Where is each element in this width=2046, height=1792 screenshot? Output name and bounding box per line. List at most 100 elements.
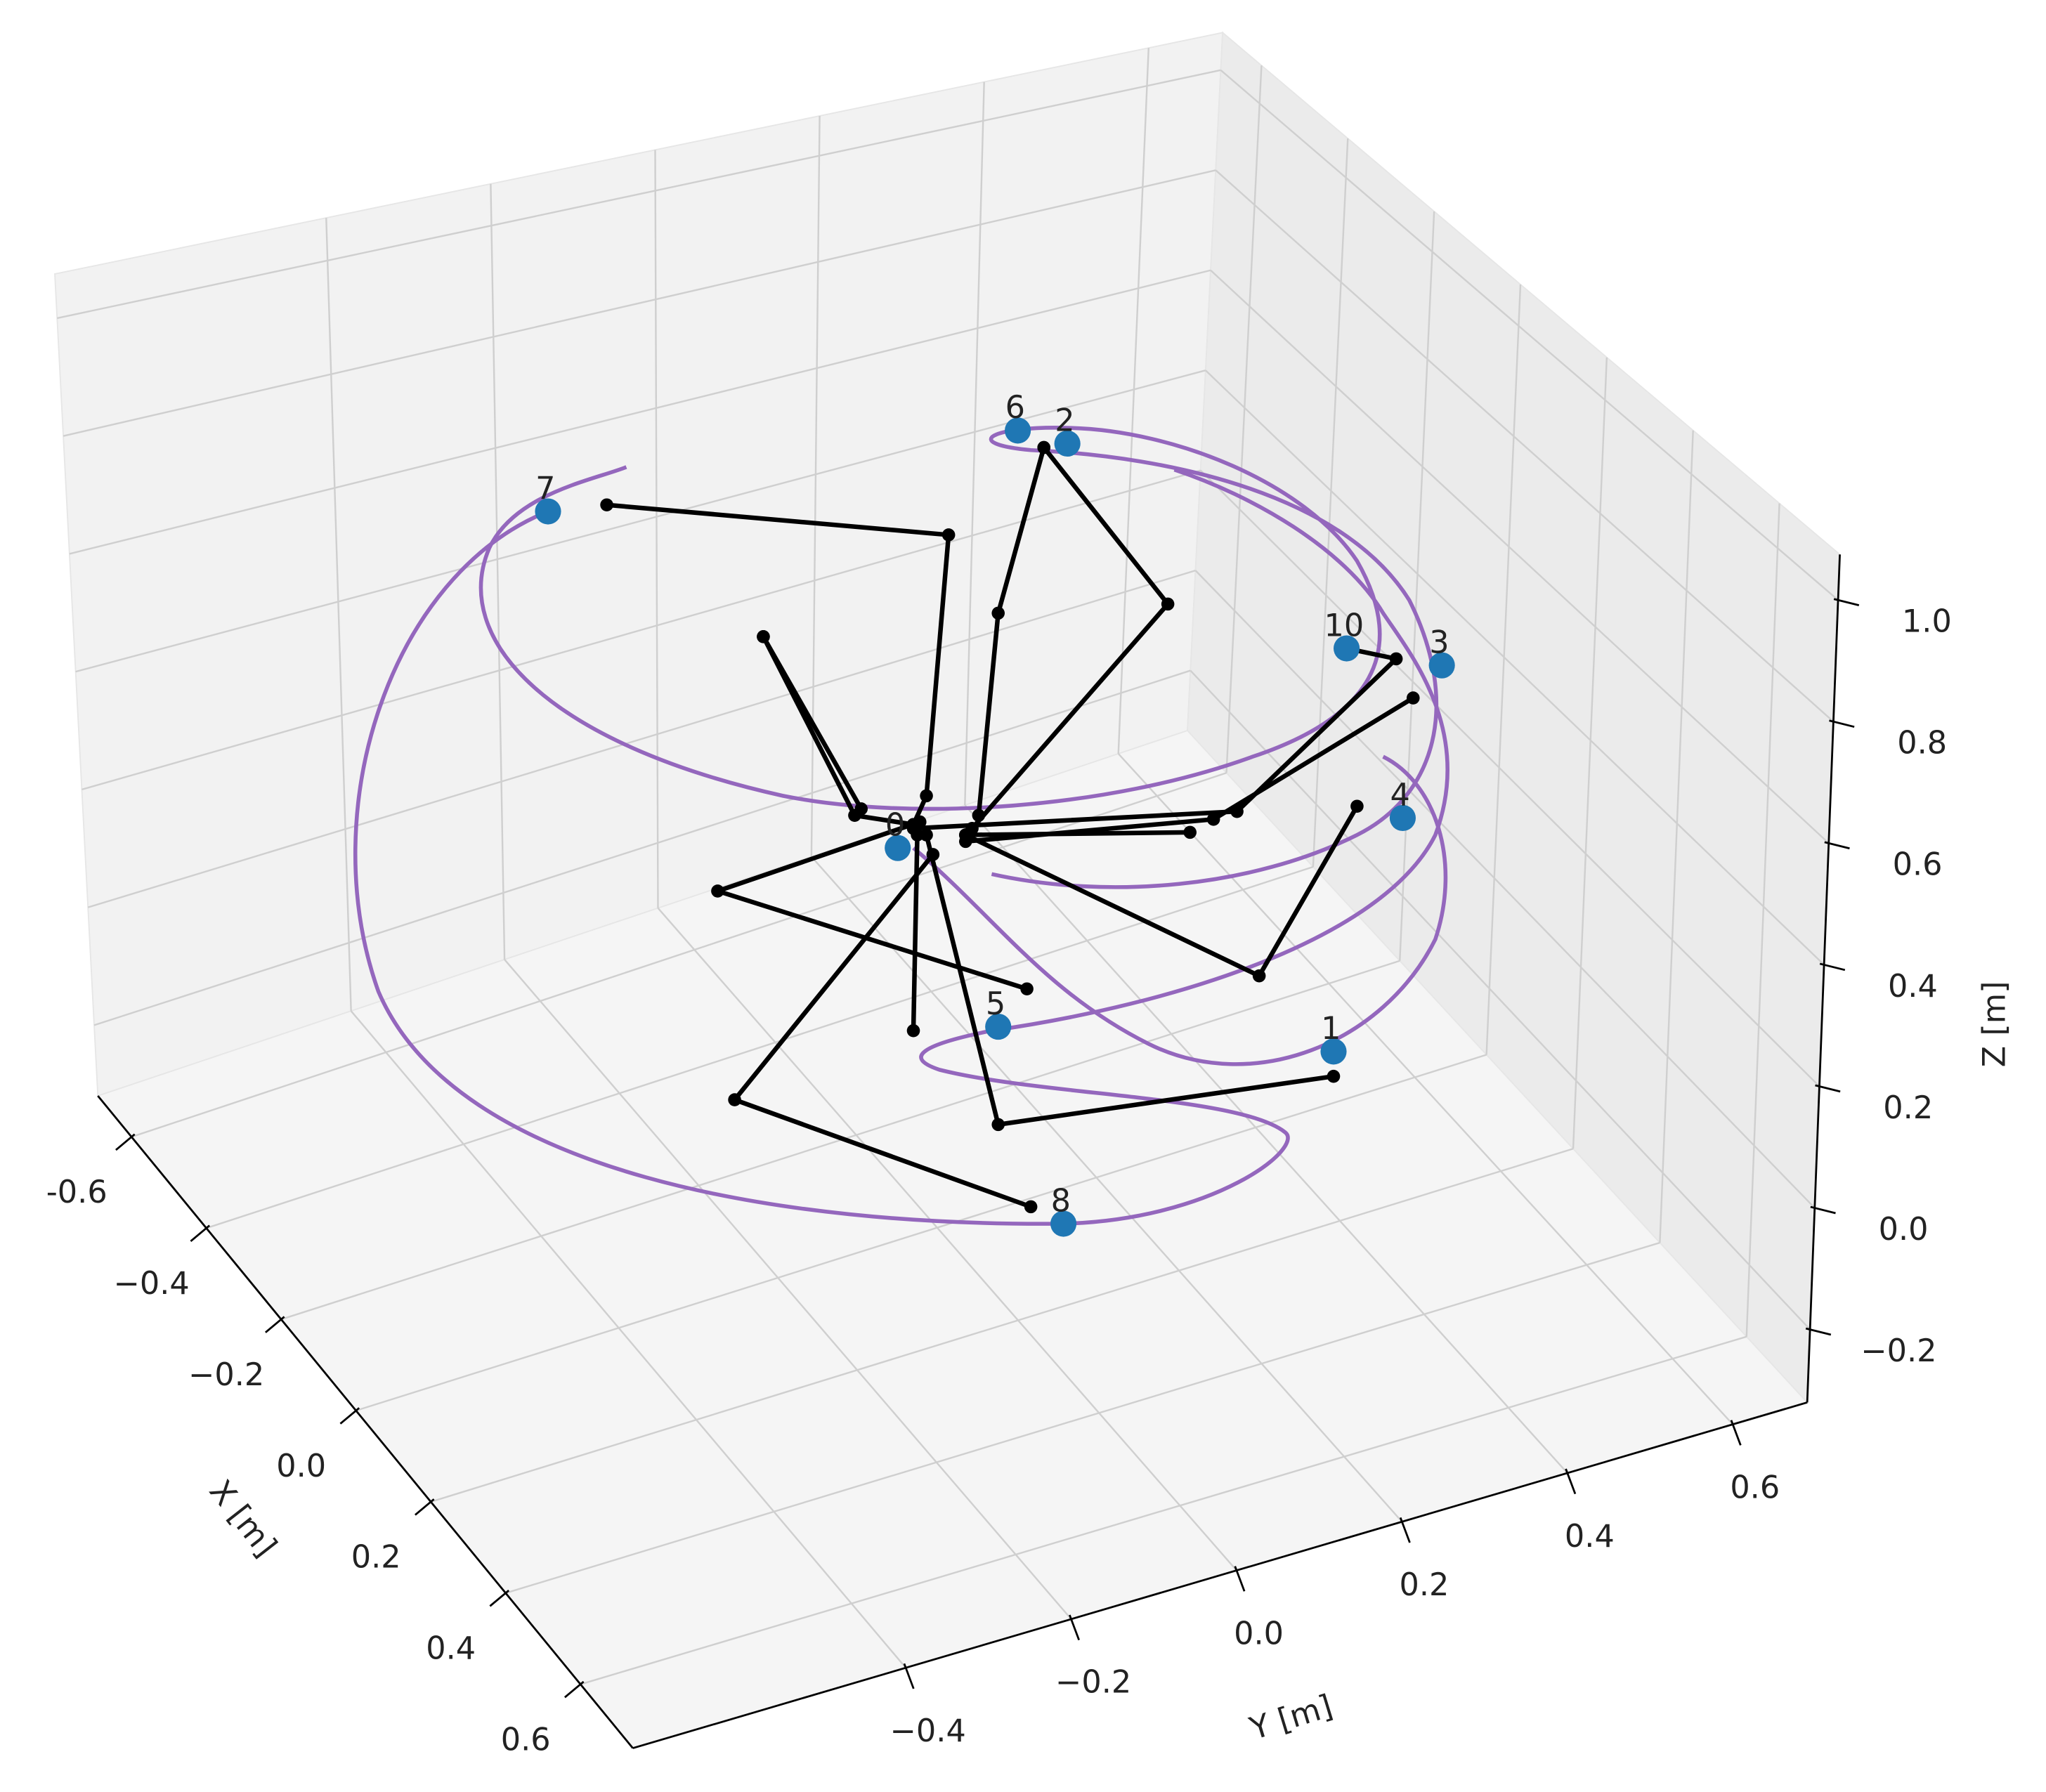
- arm-link: [911, 835, 920, 1031]
- grid-line: [430, 1148, 1574, 1503]
- x-tick-label: 0.6: [501, 1721, 551, 1758]
- arm-joint: [926, 848, 940, 861]
- arm-joint: [991, 606, 1005, 620]
- x-tick: [415, 1498, 435, 1516]
- z-axis-line: [1806, 554, 1841, 1403]
- grid-line: [654, 150, 659, 908]
- arm-joint: [854, 802, 868, 816]
- arm-joint: [1020, 982, 1034, 996]
- arm-joint: [1037, 440, 1050, 454]
- waypoint: [1389, 804, 1416, 832]
- grid-line: [87, 569, 1196, 908]
- waypoint-label: 0: [885, 806, 905, 843]
- y-tick-label: −0.2: [1055, 1664, 1131, 1701]
- waypoint-label: 7: [535, 470, 555, 506]
- grid-line: [206, 865, 1314, 1229]
- grid-line: [57, 69, 1221, 320]
- grid-line: [964, 804, 1568, 1474]
- z-tick: [1829, 719, 1855, 728]
- arm-link: [761, 635, 864, 811]
- arm-joint: [920, 828, 933, 842]
- z-tick-label: 0.0: [1879, 1211, 1929, 1248]
- arm-joint: [1327, 1069, 1341, 1083]
- arm-link: [965, 830, 1190, 837]
- grid-line: [63, 169, 1216, 437]
- grid-line: [505, 1241, 1660, 1594]
- arm-joint: [959, 828, 972, 842]
- arm-joint: [991, 1118, 1005, 1132]
- waypoint-label: 10: [1324, 607, 1364, 643]
- y-tick-label: −0.4: [890, 1713, 966, 1749]
- arm-joint: [1024, 1200, 1038, 1214]
- waypoint: [1428, 652, 1455, 679]
- grid-line: [93, 669, 1191, 1026]
- z-tick-label: 0.6: [1893, 846, 1943, 883]
- arm-link: [606, 502, 951, 826]
- arm-joint: [1206, 813, 1220, 826]
- y-tick-label: 0.6: [1730, 1469, 1780, 1505]
- grid-line: [1572, 357, 1608, 1149]
- waypoint: [1005, 417, 1031, 444]
- x-tick: [190, 1224, 211, 1242]
- arm-joint: [1161, 597, 1175, 611]
- waypoint: [535, 498, 561, 525]
- x-tick-label: -0.6: [46, 1174, 107, 1210]
- y-tick-label: 0.2: [1400, 1567, 1449, 1603]
- y-axis-line: [632, 1401, 1808, 1749]
- z-tick-label: 1.0: [1902, 603, 1952, 640]
- arm-joint: [906, 818, 920, 832]
- waypoint: [1054, 430, 1081, 457]
- arm-joint: [941, 528, 956, 542]
- x-tick: [563, 1680, 585, 1699]
- waypoint-label: 8: [1051, 1182, 1071, 1219]
- waypoint-label: 6: [1005, 389, 1025, 426]
- grid-line: [1225, 65, 1263, 773]
- z-tick: [1805, 1327, 1832, 1336]
- x-tick: [489, 1590, 510, 1607]
- z-tick: [1810, 1205, 1836, 1215]
- grid-line: [82, 469, 1201, 791]
- grid-line: [1745, 503, 1780, 1337]
- grid-line: [657, 907, 1237, 1571]
- trajectory: [353, 467, 1449, 1226]
- arm-joint: [711, 884, 724, 898]
- grid-line: [1215, 169, 1835, 723]
- grid-line: [810, 856, 1403, 1523]
- grid-line: [1190, 669, 1811, 1330]
- x-tick-label: 0.4: [426, 1630, 476, 1667]
- x-axis-line: [97, 1095, 634, 1749]
- grid-line: [1199, 469, 1820, 1087]
- grid-line: [964, 81, 985, 806]
- waypoint: [1050, 1210, 1077, 1237]
- arm-joint: [1350, 799, 1364, 813]
- waypoints: 0 1 2 3 4 5 6 7 8 10: [535, 389, 1455, 1237]
- grid-line: [1205, 369, 1825, 966]
- waypoint: [1334, 635, 1360, 662]
- arm-joint: [1183, 825, 1197, 839]
- x-tick: [115, 1133, 136, 1151]
- x-tick-label: 0.2: [351, 1539, 401, 1576]
- y-tick: [1069, 1614, 1081, 1641]
- grid-line: [350, 1010, 907, 1668]
- x-axis-label: X [m]: [202, 1473, 285, 1564]
- grid-line: [325, 218, 352, 1012]
- waypoint-label: 4: [1390, 777, 1410, 813]
- x-tick-label: −0.2: [188, 1356, 264, 1393]
- arm: [600, 440, 1420, 1214]
- grid-line: [356, 1054, 1487, 1412]
- waypoint-label: 1: [1321, 1010, 1341, 1047]
- grid-line: [1485, 284, 1522, 1055]
- grid-line: [1117, 48, 1150, 754]
- z-tick: [1815, 1084, 1841, 1093]
- y-tick-label: 0.4: [1565, 1518, 1615, 1555]
- x-tick-label: 0.0: [276, 1448, 326, 1484]
- grid-line: [1194, 570, 1816, 1209]
- trajectory-group: [353, 426, 1449, 1226]
- grid-line: [1220, 69, 1839, 601]
- z-tick-label: 0.8: [1897, 725, 1947, 761]
- z-axis-label: Z [m]: [1976, 981, 2012, 1067]
- panes: [54, 31, 1841, 1749]
- y-tick: [1730, 1420, 1742, 1446]
- trajectory: [478, 426, 1439, 889]
- waypoint-label: 5: [986, 986, 1005, 1022]
